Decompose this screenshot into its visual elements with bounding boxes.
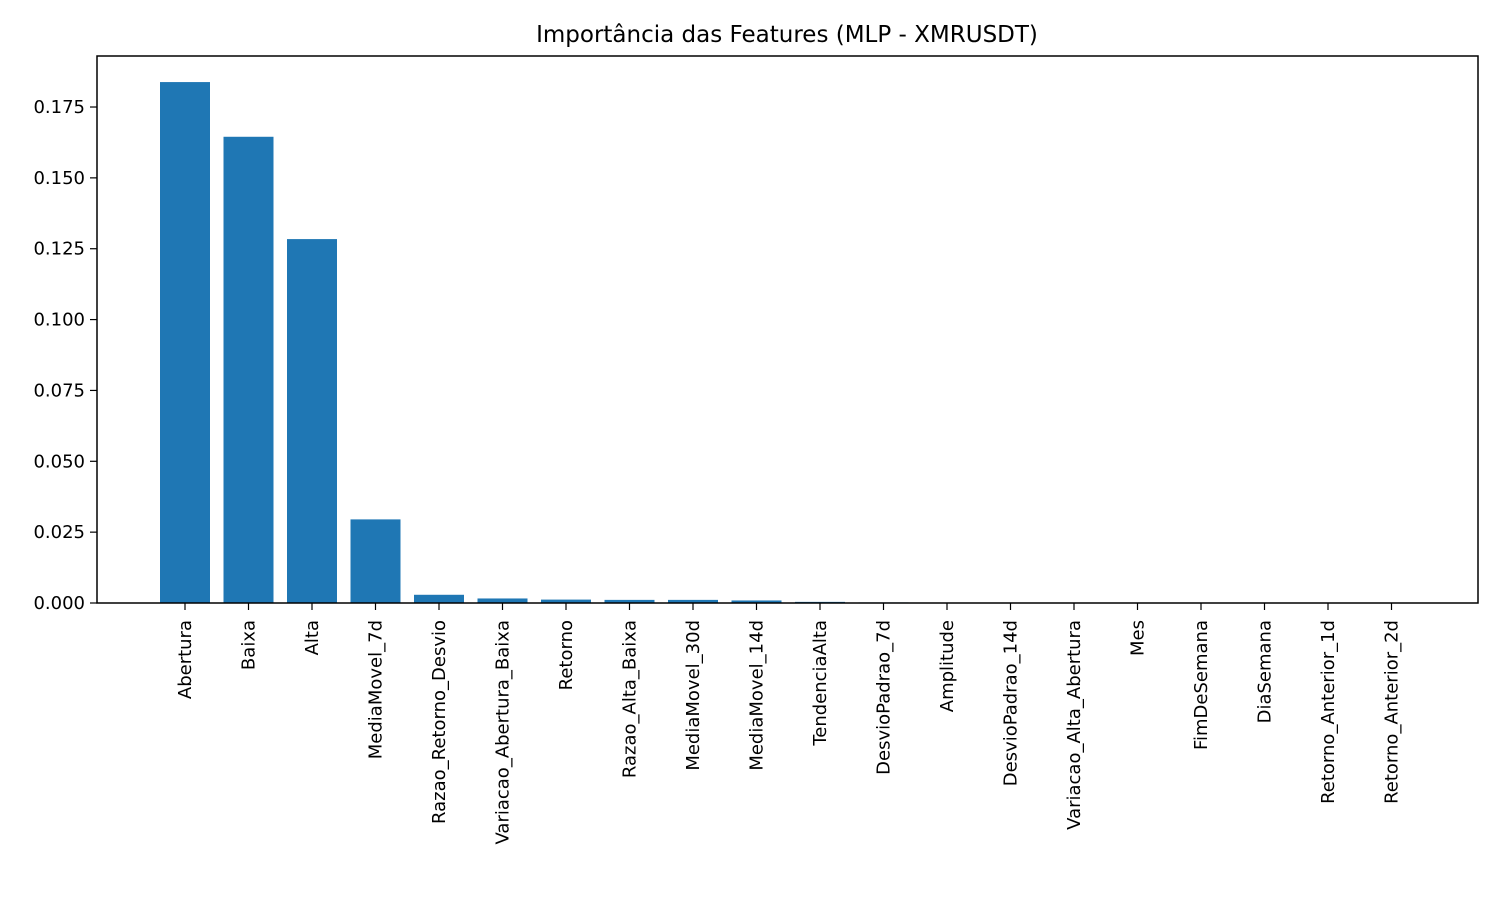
x-tick-label: Mes [1128,620,1149,656]
x-tick-label: Razao_Retorno_Desvio [429,620,450,824]
x-tick-label: Retorno_Anterior_2d [1382,620,1403,804]
x-tick-label: FimDeSemana [1191,620,1212,750]
x-tick-label: Variacao_Abertura_Baixa [493,620,514,845]
plot-frame [96,55,1479,604]
y-tick-label: 0.100 [33,310,85,331]
x-tick-label: MediaMovel_7d [366,620,387,759]
chart-title: Importância das Features (MLP - XMRUSDT) [536,22,1038,48]
bar-mediamovel-7d [350,519,401,603]
bar-mediamovel-30d [668,599,718,603]
y-tick-label: 0.175 [33,97,85,118]
bar-mediamovel-14d [731,600,782,603]
y-tick-label: 0.150 [33,168,85,189]
y-axis: 0.000 0.025 0.050 0.075 0.100 0.125 0.150 0.175 [33,97,97,614]
bar-razao-retorno-desvio [414,594,464,603]
bar-abertura [160,82,210,604]
bars-group [160,82,1099,604]
y-tick-label: 0.025 [33,522,85,543]
x-tick-label: Alta [302,620,323,655]
x-tick-label: MediaMovel_30d [683,620,704,771]
y-tick-label: 0.050 [33,451,85,472]
y-tick-label: 0.125 [33,239,85,260]
x-tick-label: Razao_Alta_Baixa [620,620,641,778]
bar-alta [287,239,337,604]
x-tick-label: TendenciaAlta [810,620,831,747]
x-axis: Abertura Baixa Alta MediaMovel_7d Razao_Reto… [175,603,1403,845]
bar-baixa [223,136,274,604]
x-tick-label: Amplitude [937,620,958,712]
x-tick-label: Retorno_Anterior_1d [1318,620,1339,804]
y-tick-label: 0.000 [33,593,85,614]
x-tick-label: Variacao_Alta_Abertura [1064,620,1085,830]
x-tick-label: DesvioPadrao_7d [874,620,895,775]
x-tick-label: DiaSemana [1255,620,1276,723]
x-tick-label: Abertura [175,620,196,699]
x-tick-label: Retorno [556,620,577,690]
x-tick-label: MediaMovel_14d [747,620,768,771]
bar-variacao-abertura-baixa [477,598,528,603]
bar-retorno [541,599,591,603]
x-tick-label: Baixa [239,620,260,670]
x-tick-label: DesvioPadrao_14d [1001,620,1022,786]
bar-razao-alta-baixa [604,599,655,603]
y-tick-label: 0.075 [33,380,85,401]
